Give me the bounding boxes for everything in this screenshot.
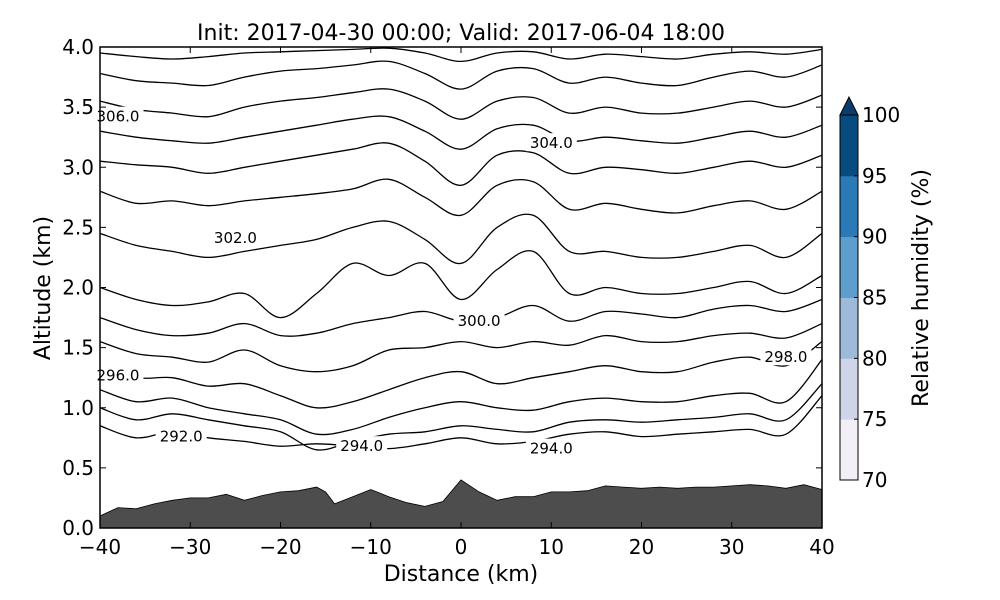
- contour-label-bg: [525, 438, 577, 457]
- contour-label-group: 306.0 304.0 302.0 300.0 298.0 296.0 292.0 294.0…: [92, 106, 812, 458]
- contour-label-bg: [155, 426, 207, 445]
- colorbar-title: Relative humidity (%): [909, 169, 934, 407]
- y-tick-label: 1.0: [62, 396, 94, 420]
- contour-label-2: 302.0: [214, 229, 257, 247]
- colorbar-segment: [840, 175, 858, 238]
- colorbar-tick-label: 85: [862, 286, 887, 310]
- x-tick-label: −40: [79, 535, 121, 559]
- contour-label-7: 294.0: [340, 437, 383, 455]
- contour-line-292: [100, 395, 822, 450]
- colorbar-segment: [840, 236, 858, 298]
- colorbar: 70 75 80 85 90 95 100: [839, 95, 900, 492]
- colorbar-tick-label: 95: [862, 164, 887, 188]
- contour-line-294: [100, 383, 822, 451]
- colorbar-segment: [840, 358, 858, 420]
- contour-label-1: 304.0: [530, 134, 573, 152]
- colorbar-segment: [840, 419, 858, 481]
- x-tick-label: −10: [350, 535, 392, 559]
- y-tick-label: 0.5: [62, 456, 94, 480]
- contour-line-299: [100, 322, 822, 373]
- y-tick-label: 4.0: [62, 35, 94, 59]
- contour-label-bg: [92, 365, 144, 384]
- contour-label-3: 300.0: [458, 312, 501, 330]
- x-tick-label: −20: [259, 535, 301, 559]
- colorbar-segment: [840, 115, 858, 177]
- x-tick-label: 30: [719, 535, 744, 559]
- contour-line-302: [100, 213, 822, 265]
- contour-label-bg: [92, 106, 144, 125]
- contour-line-304: [100, 142, 822, 186]
- contour-label-bg: [209, 228, 261, 247]
- y-tick-label: 1.5: [62, 336, 94, 360]
- y-tick-label: 2.0: [62, 276, 94, 300]
- contour-line-301: [100, 250, 822, 319]
- contour-line-296: [100, 359, 822, 436]
- contour-label-bg: [525, 133, 577, 152]
- colorbar-tick-label: 100: [862, 103, 900, 127]
- x-tick-label: 0: [455, 535, 468, 559]
- chart-title: Init: 2017-04-30 00:00; Valid: 2017-06-0…: [197, 21, 725, 46]
- x-tick-label: 10: [539, 535, 564, 559]
- terrain-layer: [100, 479, 822, 528]
- x-tick-label: 40: [809, 535, 834, 559]
- y-tick-label: 2.5: [62, 215, 94, 239]
- x-axis-ticks: −40 −30 −20 −10 0 10 20 30 40: [79, 47, 835, 559]
- plot-area: 306.0304.0302.0300.0298.0296.0292.0294.0…: [62, 35, 835, 559]
- colorbar-segment: [840, 297, 858, 359]
- contour-line-308: [100, 47, 822, 63]
- contour-line-303: [100, 178, 822, 217]
- y-tick-label: 0.0: [62, 516, 94, 540]
- contour-label-0: 306.0: [97, 108, 140, 126]
- contour-label-bg: [336, 436, 388, 455]
- colorbar-tick-label: 80: [862, 346, 887, 370]
- contour-label-4: 298.0: [764, 348, 807, 366]
- x-tick-label: 20: [629, 535, 654, 559]
- contour-label-bg: [453, 311, 505, 330]
- y-tick-label: 3.0: [62, 155, 94, 179]
- contour-line-305: [100, 115, 822, 150]
- contour-label-8: 294.0: [530, 440, 573, 458]
- contour-line-306: [100, 88, 822, 120]
- y-axis-ticks: 0.0 0.5 1.0 1.5 2.0 2.5 3.0 3.5 4.0: [62, 35, 822, 540]
- contour-line-298: [100, 341, 822, 409]
- contour-label-bg: [760, 347, 812, 366]
- x-axis-title: Distance (km): [384, 562, 539, 587]
- y-axis-title: Altitude (km): [31, 216, 56, 360]
- terrain: [100, 479, 822, 528]
- plot-background: [100, 47, 822, 528]
- colorbar-tick-label: 90: [862, 225, 887, 249]
- contour-lines: [100, 47, 822, 451]
- colorbar-tick-label: 75: [862, 407, 887, 431]
- colorbar-tick-label: 70: [862, 468, 887, 492]
- contour-label-5: 296.0: [97, 366, 140, 384]
- contour-label-6: 292.0: [160, 428, 203, 446]
- colorbar-extend-arrow: [839, 95, 859, 116]
- y-tick-label: 3.5: [62, 95, 94, 119]
- contour-line-307: [100, 60, 822, 90]
- x-tick-label: −30: [169, 535, 211, 559]
